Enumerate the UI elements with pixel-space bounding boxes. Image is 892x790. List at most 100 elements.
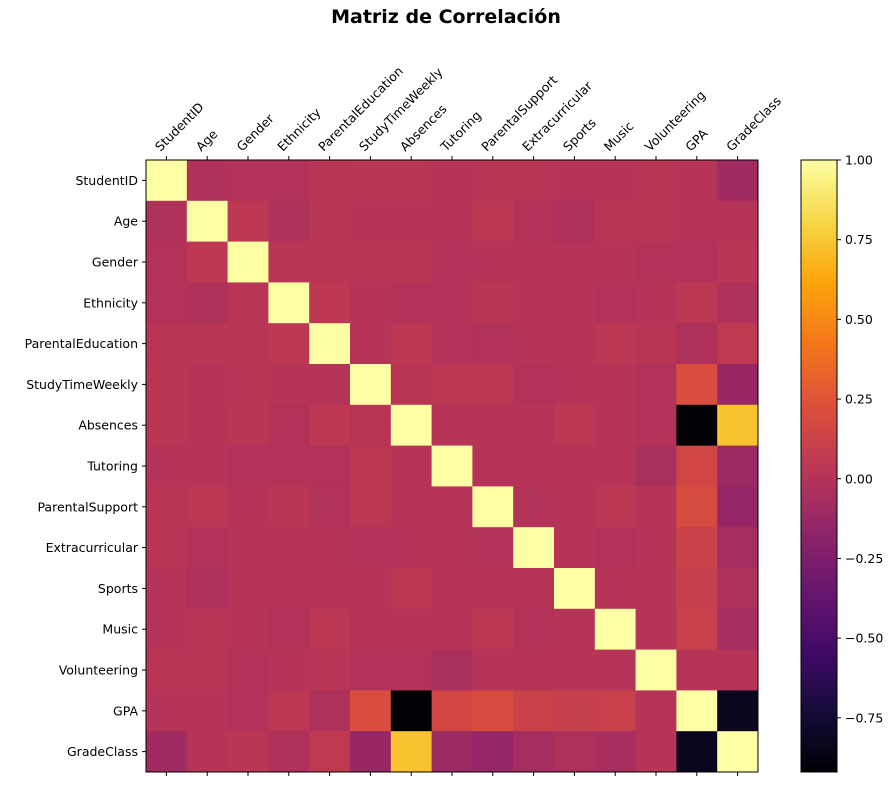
- heatmap-cell: [390, 323, 433, 365]
- heatmap-cell: [513, 445, 555, 487]
- heatmap-cell: [472, 445, 514, 487]
- heatmap-cell: [431, 364, 473, 406]
- heatmap-cell: [676, 690, 718, 732]
- heatmap-cell: [268, 160, 310, 202]
- heatmap-cell: [227, 282, 269, 324]
- heatmap-cell: [472, 200, 514, 243]
- y-tick-label: GradeClass: [67, 744, 138, 759]
- heatmap-cell: [554, 323, 596, 365]
- heatmap-cell: [227, 364, 269, 406]
- heatmap-cell: [676, 241, 718, 283]
- heatmap-cell: [431, 241, 473, 283]
- heatmap-cell: [227, 160, 269, 202]
- heatmap-cell: [554, 649, 596, 691]
- colorbar-ticks: 1.00 0.75 0.50 0.25 0.00 −0.25 −0.50 −0.75: [837, 153, 883, 725]
- heatmap-cell: [472, 649, 514, 691]
- heatmap-cell: [472, 527, 514, 569]
- heatmap-cell: [186, 690, 229, 732]
- heatmap-cell: [594, 690, 637, 732]
- heatmap-cell: [676, 608, 718, 651]
- colorbar-tick-label: 0.00: [845, 471, 873, 486]
- heatmap-cell: [676, 527, 718, 569]
- heatmap-cell: [350, 731, 392, 773]
- heatmap-cell: [390, 445, 433, 487]
- y-tick-label: Absences: [78, 418, 138, 433]
- heatmap-cell: [146, 404, 188, 447]
- heatmap-cell: [309, 649, 351, 691]
- y-tick-labels: StudentID Age Gender Ethnicity ParentalEduca…: [25, 173, 146, 759]
- heatmap-cell: [676, 282, 718, 324]
- heatmap-cell: [513, 568, 555, 610]
- y-tick-label: GPA: [113, 703, 138, 718]
- x-tick-label: ParentalSupport: [478, 72, 560, 154]
- heatmap-cell: [554, 364, 596, 406]
- heatmap-cell: [186, 200, 229, 243]
- heatmap-cell: [390, 568, 433, 610]
- heatmap-cell: [472, 160, 514, 202]
- heatmap-cell: [186, 445, 229, 487]
- heatmap-cell: [554, 241, 596, 283]
- heatmap-cell: [594, 160, 637, 202]
- heatmap-cell: [350, 527, 392, 569]
- heatmap-cell: [717, 527, 759, 569]
- heatmap-cell: [350, 364, 392, 406]
- heatmap-cell: [186, 486, 229, 528]
- heatmap-cell: [268, 364, 310, 406]
- heatmap-cell: [390, 404, 433, 447]
- heatmap-cell: [635, 364, 677, 406]
- chart-title: Matriz de Correlación: [331, 6, 561, 28]
- heatmap-cell: [309, 486, 351, 528]
- heatmap-cell: [186, 649, 229, 691]
- heatmap-cell: [350, 200, 392, 243]
- heatmap-cell: [472, 282, 514, 324]
- heatmap-cell: [431, 404, 473, 447]
- y-tick-label: StudyTimeWeekly: [26, 377, 138, 392]
- x-tick-label: Gender: [234, 110, 278, 154]
- heatmap-cell: [268, 323, 310, 365]
- heatmap-cell: [513, 160, 555, 202]
- heatmap-cell: [350, 160, 392, 202]
- heatmap-cell: [594, 731, 637, 773]
- colorbar-tick-label: 1.00: [845, 153, 873, 168]
- heatmap-cell: [676, 404, 718, 447]
- heatmap-cell: [717, 404, 759, 447]
- heatmap-cell: [554, 731, 596, 773]
- heatmap-cell: [227, 649, 269, 691]
- heatmap-cell: [186, 364, 229, 406]
- heatmap-cell: [472, 364, 514, 406]
- heatmap-cell: [513, 527, 555, 569]
- heatmap-cell: [635, 568, 677, 610]
- heatmap-cell: [309, 608, 351, 651]
- heatmap-cell: [146, 486, 188, 528]
- heatmap-cell: [431, 323, 473, 365]
- x-tick-label: Music: [601, 118, 637, 154]
- heatmap-cell: [594, 608, 637, 651]
- x-tick-label: Age: [193, 126, 221, 154]
- heatmap-cell: [390, 649, 433, 691]
- heatmap-cell: [186, 568, 229, 610]
- heatmap-cell: [635, 608, 677, 651]
- heatmap-cell: [635, 527, 677, 569]
- heatmap-cell: [186, 731, 229, 773]
- heatmap-cell: [472, 486, 514, 528]
- heatmap-cell: [554, 568, 596, 610]
- heatmap-cell: [227, 200, 269, 243]
- heatmap-cell: [635, 445, 677, 487]
- heatmap-cell: [268, 568, 310, 610]
- colorbar-tick-label: −0.75: [845, 710, 883, 725]
- heatmap-cell: [431, 690, 473, 732]
- heatmap-cell: [717, 608, 759, 651]
- heatmap-cell: [146, 160, 188, 202]
- heatmap-cell: [513, 486, 555, 528]
- heatmap-cell: [635, 731, 677, 773]
- heatmap-cell: [554, 486, 596, 528]
- heatmap-cell: [513, 323, 555, 365]
- heatmap-cell: [390, 608, 433, 651]
- heatmap-cell: [554, 200, 596, 243]
- heatmap-cell: [350, 404, 392, 447]
- heatmap-cell: [227, 241, 269, 283]
- heatmap-cell: [431, 160, 473, 202]
- heatmap-cell: [268, 486, 310, 528]
- heatmap-cell: [309, 527, 351, 569]
- heatmap-cell: [146, 323, 188, 365]
